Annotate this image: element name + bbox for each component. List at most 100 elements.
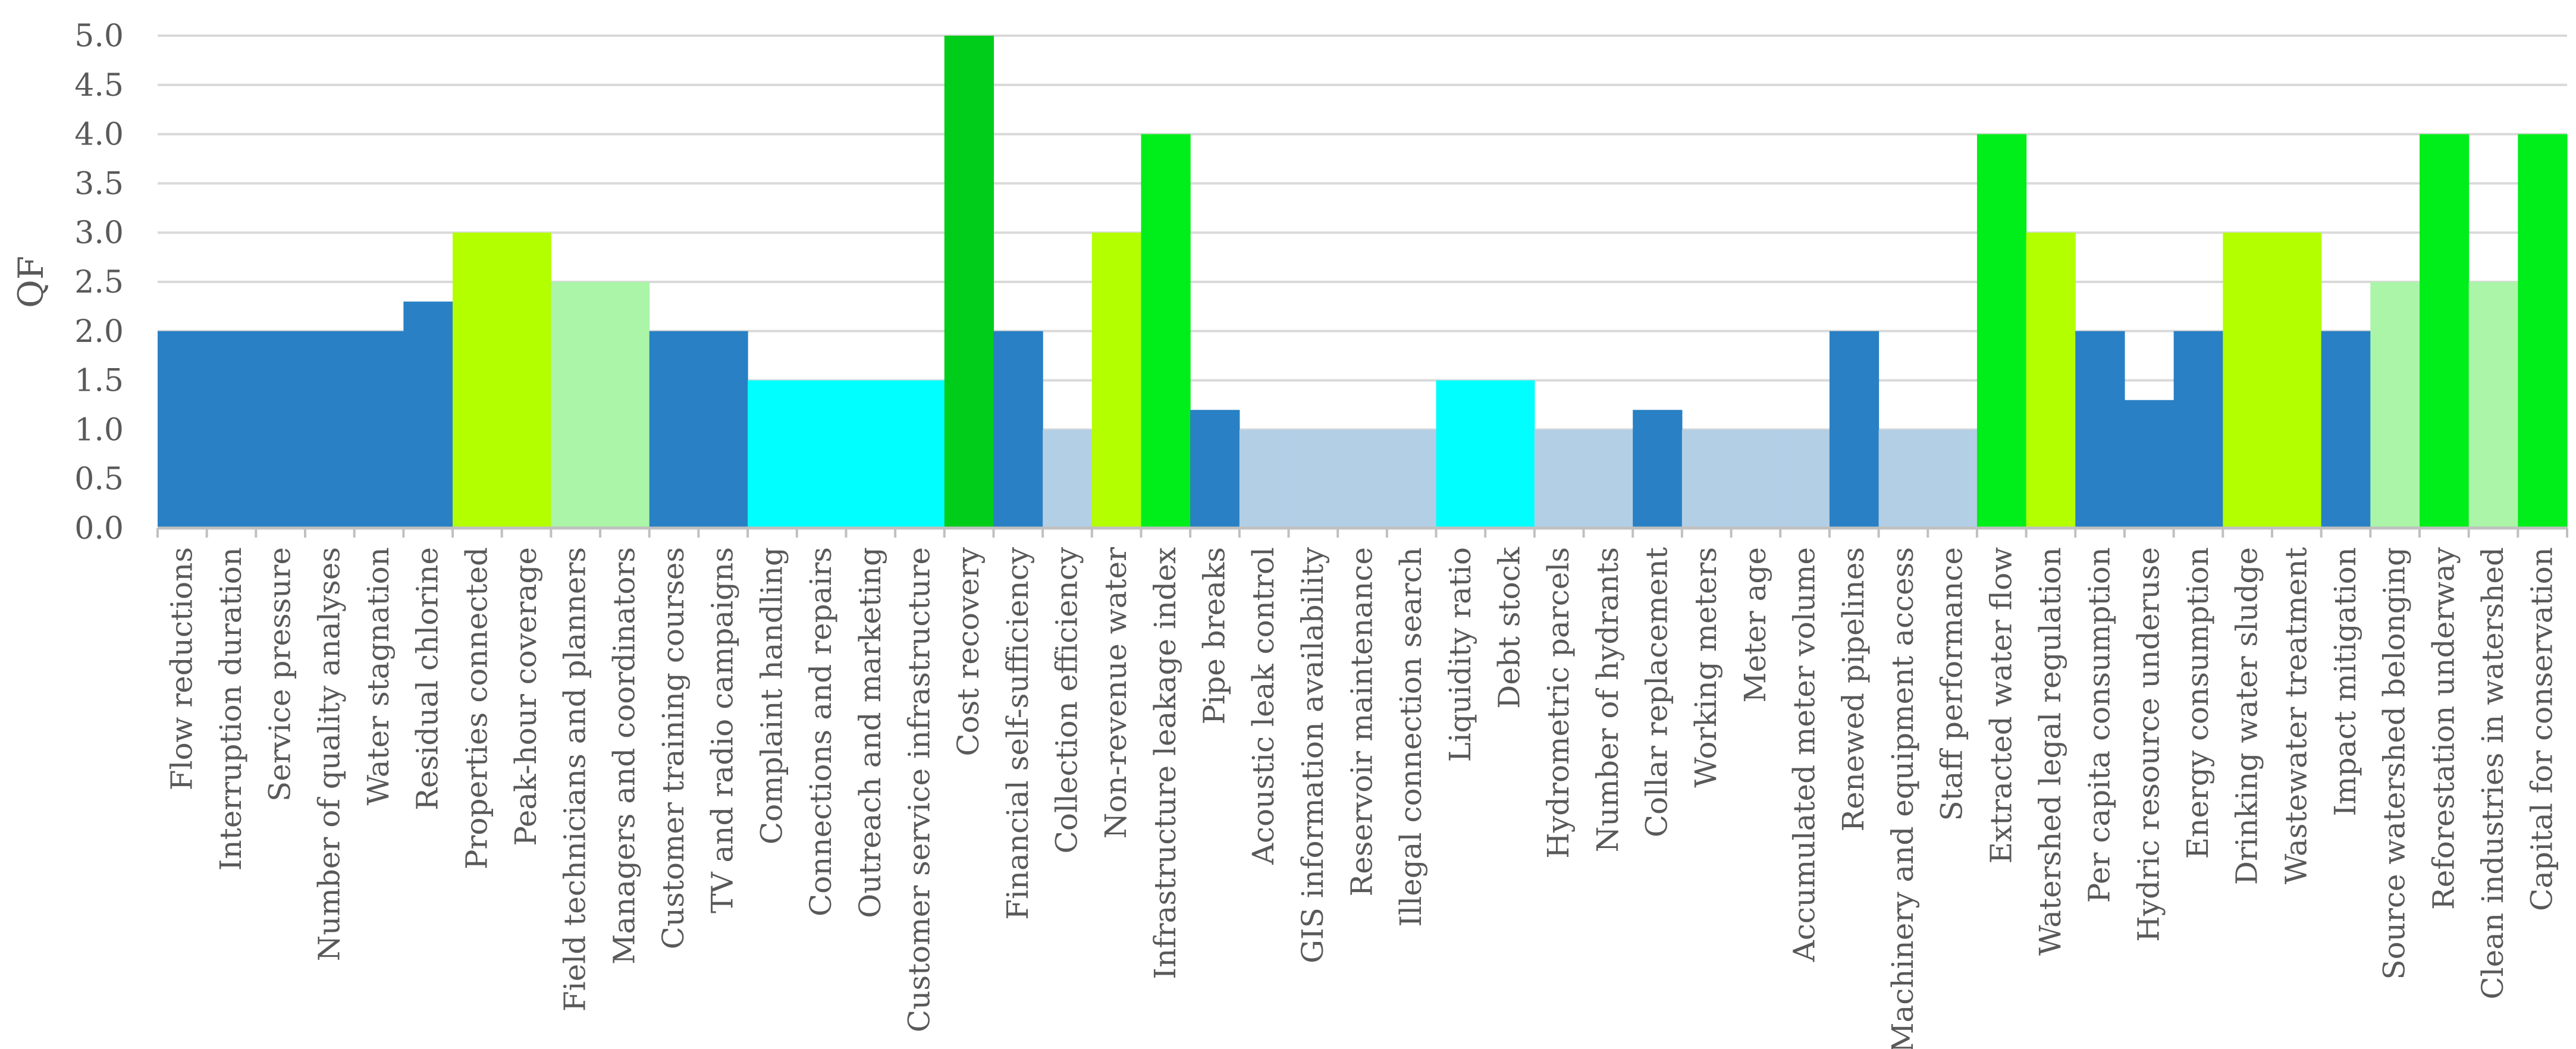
- bar: [1583, 429, 1633, 528]
- y-tick-label: 2.0: [74, 314, 124, 350]
- x-tick-label: TV and radio campaigns: [705, 547, 740, 913]
- y-tick-label: 1.0: [74, 412, 124, 448]
- x-tick-label: Hydric resource underuse: [2131, 547, 2166, 942]
- x-tick-label: Working meters: [1689, 547, 1723, 788]
- bar: [846, 380, 896, 528]
- bars: [158, 36, 2568, 529]
- x-tick-label: Non-revenue water: [1099, 547, 1133, 838]
- x-tick-label: Cost recovery: [951, 547, 986, 756]
- x-tick-label: Properties connected: [459, 547, 494, 869]
- x-tick-label: Per capita consumption: [2082, 547, 2117, 903]
- bar: [1239, 429, 1289, 528]
- y-tick-label: 0.0: [74, 511, 124, 547]
- bar: [305, 331, 355, 528]
- bar: [1338, 429, 1388, 528]
- bar: [796, 380, 847, 528]
- x-tick-label: Machinery and equipment access: [1885, 547, 1920, 1049]
- bar: [1091, 233, 1142, 528]
- x-tick-label: Interruption duration: [214, 547, 248, 871]
- x-tick-label: Staff performance: [1935, 547, 1969, 821]
- bar: [2075, 331, 2125, 528]
- bar: [895, 380, 945, 528]
- y-axis-label: QF: [11, 256, 51, 308]
- x-tick-label: Wastewater treatment: [2279, 547, 2313, 884]
- x-tick-label: Illegal connection search: [1394, 547, 1428, 927]
- y-tick-label: 1.5: [74, 363, 124, 399]
- x-tick-label: Renewed pipelines: [1836, 547, 1871, 831]
- x-tick-label: Energy consumption: [2180, 547, 2215, 859]
- x-tick-label: Residual chlorine: [410, 547, 445, 811]
- x-tick-label: Extracted water flow: [1984, 547, 2018, 864]
- x-tick-labels: Flow reductions Interruption duration Serv…: [164, 547, 2559, 1049]
- x-tick-label: Number of quality analyses: [312, 547, 346, 961]
- bar: [158, 331, 208, 528]
- x-tick-label: Financial self-sufficiency: [1000, 547, 1035, 920]
- x-tick-label: Capital for conservation: [2525, 547, 2559, 911]
- x-tick-label: Reforestation underway: [2426, 547, 2461, 910]
- bar: [1485, 380, 1535, 528]
- x-tick-label: Flow reductions: [164, 547, 199, 790]
- bar: [2468, 282, 2518, 528]
- x-tick-label: Infrastructure leakage index: [1148, 547, 1182, 979]
- bar: [551, 282, 601, 528]
- x-tick-label: Liquidity ratio: [1443, 547, 1477, 762]
- x-tick-label: Outreach and marketing: [853, 547, 887, 918]
- x-tick-label: Peak-hour coverage: [509, 547, 543, 846]
- bar: [1436, 380, 1486, 528]
- x-tick-label: Number of hydrants: [1590, 547, 1625, 852]
- bar: [993, 331, 1043, 528]
- bar: [354, 331, 404, 528]
- x-tick-label: Customer training courses: [656, 547, 691, 949]
- x-tick-label: Managers and coordinators: [607, 547, 641, 965]
- axes: [156, 526, 2568, 538]
- y-tick-label: 4.5: [74, 68, 124, 103]
- bar: [2124, 400, 2175, 528]
- bar: [2173, 331, 2223, 528]
- bar: [453, 233, 503, 528]
- y-tick-label: 5.0: [74, 18, 124, 54]
- bar: [1633, 410, 1683, 528]
- bar: [1780, 429, 1830, 528]
- bar: [1681, 429, 1732, 528]
- x-tick-label: Pipe breaks: [1197, 547, 1231, 724]
- y-tick-label: 0.5: [74, 461, 124, 497]
- x-tick-label: Water stagnation: [361, 547, 396, 805]
- bar: [944, 36, 994, 528]
- bar: [2321, 331, 2371, 528]
- x-tick-label: Customer service infrastructure: [902, 547, 936, 1032]
- x-tick-label: Drinking water sludge: [2230, 547, 2264, 885]
- bar: [1190, 410, 1240, 528]
- y-tick-label: 3.5: [74, 166, 124, 202]
- x-tick-label: Meter age: [1738, 547, 1772, 703]
- bar: [2026, 233, 2076, 528]
- bar: [1141, 134, 1191, 529]
- bar: [2419, 134, 2470, 529]
- bar: [1043, 429, 1093, 528]
- x-tick-label: Debt stock: [1492, 547, 1527, 709]
- bar: [1534, 429, 1584, 528]
- bar: [600, 282, 650, 528]
- x-tick-label: Accumulated meter volume: [1787, 547, 1822, 962]
- x-tick-label: Collection efficiency: [1049, 547, 1084, 853]
- bar: [1731, 429, 1781, 528]
- bar: [2271, 233, 2322, 528]
- x-tick-label: Source watershed belonging: [2377, 547, 2412, 980]
- x-tick-label: Connections and repairs: [804, 547, 838, 916]
- x-tick-label: Reservoir maintenance: [1345, 547, 1379, 896]
- bar: [206, 331, 256, 528]
- x-tick-label: Service pressure: [263, 547, 297, 802]
- x-tick-label: Impact mitigation: [2328, 547, 2362, 816]
- x-tick-label: Complaint handling: [754, 547, 789, 844]
- bar: [2370, 282, 2420, 528]
- x-tick-label: GIS information availability: [1295, 547, 1330, 963]
- x-tick-label: Collar replacement: [1640, 547, 1674, 837]
- bar: [1386, 429, 1437, 528]
- y-tick-labels: 0.0 0.5 1.0 1.5 2.0 2.5 3.0 3.5 4.0 4.5 5.0: [74, 18, 124, 547]
- bar: [698, 331, 748, 528]
- bar: [1288, 429, 1338, 528]
- bar: [649, 331, 699, 528]
- bar: [403, 301, 453, 528]
- bar: [1928, 429, 1978, 528]
- x-tick-label: Hydrometric parcels: [1541, 547, 1576, 859]
